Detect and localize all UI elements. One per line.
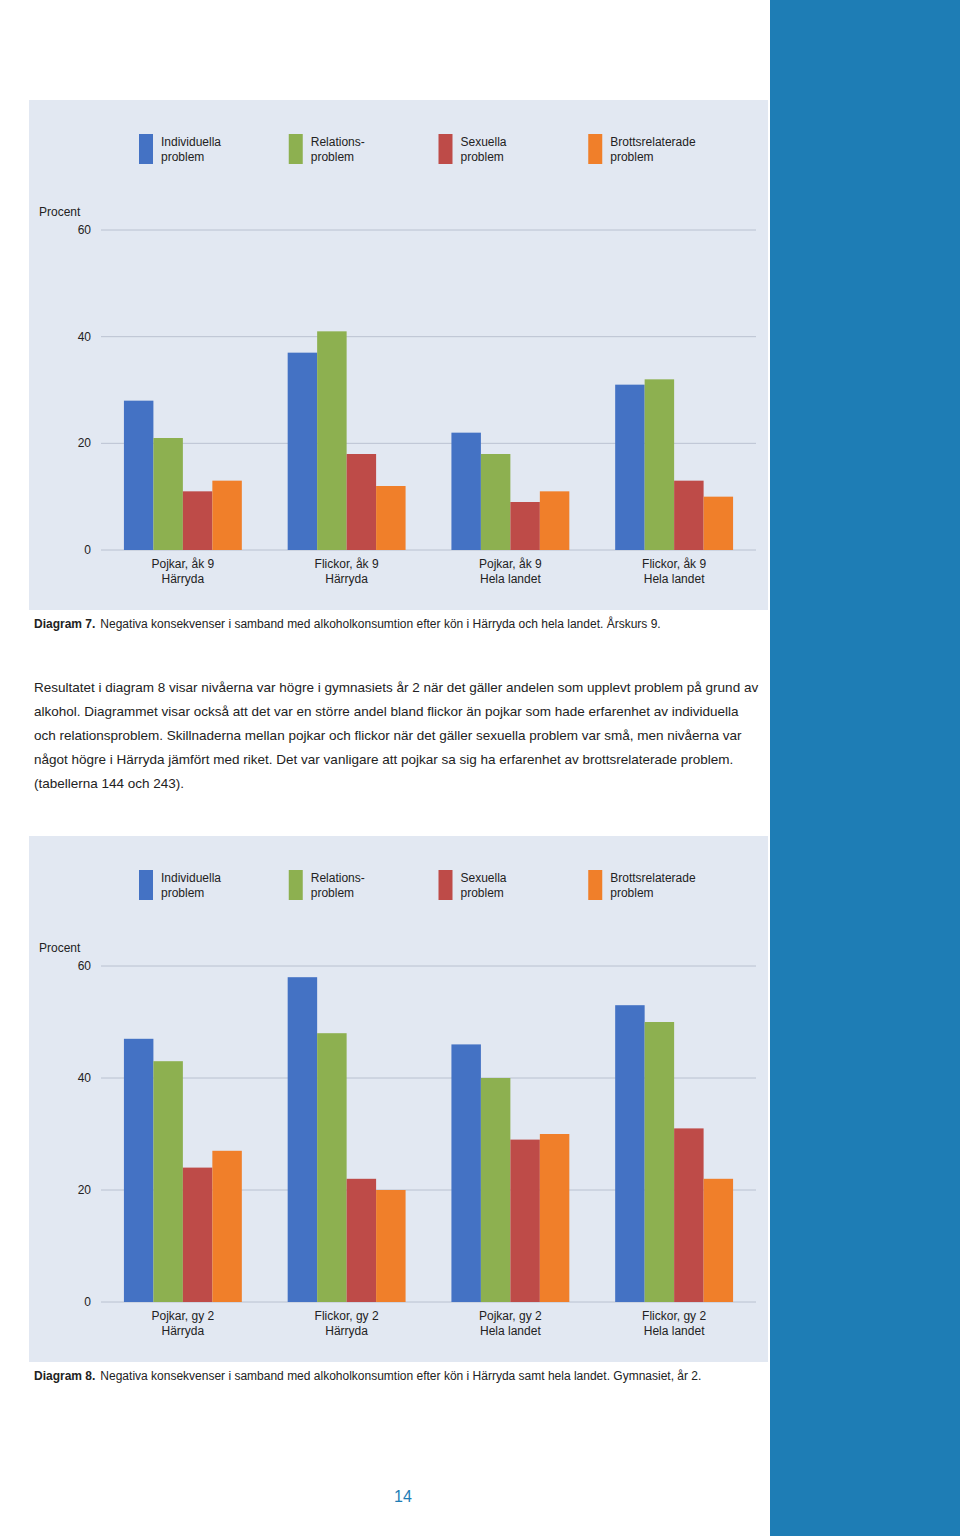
bar bbox=[153, 1061, 182, 1302]
y-axis-label: Procent bbox=[39, 941, 81, 955]
bar bbox=[510, 1140, 539, 1302]
y-tick-label: 60 bbox=[78, 223, 92, 237]
bar bbox=[645, 1022, 674, 1302]
bar-series bbox=[183, 454, 704, 550]
bar bbox=[510, 502, 539, 550]
legend-swatch bbox=[139, 134, 153, 164]
bar bbox=[376, 486, 405, 550]
y-grid bbox=[101, 230, 756, 550]
legend: Individuellaproblem Relations-problem Sexu… bbox=[139, 134, 696, 164]
x-tick-label: Flickor, åk 9Hela landet bbox=[642, 557, 706, 586]
sidebar bbox=[770, 0, 960, 1536]
bar bbox=[288, 353, 317, 550]
bar-series bbox=[153, 1022, 674, 1302]
legend-swatch bbox=[289, 870, 303, 900]
y-tick-label: 40 bbox=[78, 330, 92, 344]
legend-swatch bbox=[439, 134, 453, 164]
bar-series bbox=[124, 353, 645, 550]
bar bbox=[153, 438, 182, 550]
chart-svg: Individuellaproblem Relations-problem Sexu… bbox=[29, 836, 768, 1362]
bars bbox=[124, 331, 733, 550]
legend-swatch bbox=[588, 134, 602, 164]
grid-line bbox=[101, 230, 756, 231]
y-grid bbox=[101, 966, 756, 1302]
chart-panel: Individuellaproblem Relations-problem Sexu… bbox=[29, 836, 768, 1362]
legend-label: Individuellaproblem bbox=[161, 871, 221, 900]
caption: Diagram 8. Negativa konsekvenser i samban… bbox=[34, 1368, 763, 1384]
bar bbox=[540, 1134, 569, 1302]
bar bbox=[288, 977, 317, 1302]
chart-panel: Individuellaproblem Relations-problem Sexu… bbox=[29, 100, 768, 610]
bar bbox=[481, 454, 510, 550]
bar-series bbox=[124, 977, 645, 1302]
bar bbox=[347, 454, 376, 550]
bar bbox=[615, 1005, 644, 1302]
legend-label: Individuellaproblem bbox=[161, 135, 221, 164]
bar bbox=[645, 379, 674, 550]
caption-text: Negativa konsekvenser i samband med alko… bbox=[100, 617, 660, 631]
x-tick-label: Flickor, gy 2Härryda bbox=[315, 1309, 379, 1338]
bar bbox=[212, 1151, 241, 1302]
legend-label: Relations-problem bbox=[311, 871, 365, 900]
bar bbox=[183, 491, 212, 550]
caption-text: Negativa konsekvenser i samband med alko… bbox=[100, 1369, 701, 1383]
y-tick-label: 60 bbox=[78, 959, 92, 973]
bar bbox=[540, 491, 569, 550]
legend-swatch bbox=[289, 134, 303, 164]
bar bbox=[451, 433, 480, 550]
x-tick-label: Pojkar, åk 9Härryda bbox=[152, 557, 215, 586]
bar bbox=[376, 1190, 405, 1302]
x-tick-label: Pojkar, åk 9Hela landet bbox=[479, 557, 542, 586]
bar-series bbox=[212, 1134, 733, 1302]
bar bbox=[212, 481, 241, 550]
x-tick-label: Pojkar, gy 2Härryda bbox=[152, 1309, 215, 1338]
legend-swatch bbox=[588, 870, 602, 900]
body-text: Resultatet i diagram 8 visar nivåerna va… bbox=[34, 676, 762, 796]
y-tick-label: 0 bbox=[84, 543, 91, 557]
y-tick-label: 20 bbox=[78, 436, 92, 450]
bar-series bbox=[183, 1128, 704, 1302]
legend-swatch bbox=[439, 870, 453, 900]
y-tick-label: 20 bbox=[78, 1183, 92, 1197]
grid-line bbox=[101, 966, 756, 967]
y-tick-label: 40 bbox=[78, 1071, 92, 1085]
legend: Individuellaproblem Relations-problem Sexu… bbox=[139, 870, 696, 900]
legend-swatch bbox=[139, 870, 153, 900]
bar-series bbox=[212, 481, 733, 550]
bar bbox=[124, 1039, 153, 1302]
legend-label: Relations-problem bbox=[311, 135, 365, 164]
page-number: 14 bbox=[0, 1488, 806, 1506]
grid-line bbox=[101, 336, 756, 337]
caption-title: Diagram 8. bbox=[34, 1369, 95, 1383]
bar bbox=[704, 497, 733, 550]
bar bbox=[347, 1179, 376, 1302]
bar bbox=[317, 1033, 346, 1302]
bar-series bbox=[153, 331, 674, 550]
bar bbox=[674, 1128, 703, 1302]
x-tick-label: Flickor, åk 9Härryda bbox=[315, 557, 379, 586]
caption-title: Diagram 7. bbox=[34, 617, 95, 631]
chart-svg: Individuellaproblem Relations-problem Sexu… bbox=[29, 100, 768, 610]
bar bbox=[674, 481, 703, 550]
x-tick-label: Pojkar, gy 2Hela landet bbox=[479, 1309, 542, 1338]
bar bbox=[704, 1179, 733, 1302]
legend-label: Sexuellaproblem bbox=[461, 871, 507, 900]
bar bbox=[183, 1168, 212, 1302]
legend-label: Sexuellaproblem bbox=[461, 135, 507, 164]
bar bbox=[481, 1078, 510, 1302]
bars bbox=[124, 977, 733, 1302]
legend-label: Brottsrelateradeproblem bbox=[610, 135, 696, 164]
y-axis-label: Procent bbox=[39, 205, 81, 219]
bar bbox=[124, 401, 153, 550]
bar bbox=[615, 385, 644, 550]
y-tick-label: 0 bbox=[84, 1295, 91, 1309]
caption: Diagram 7. Negativa konsekvenser i samban… bbox=[34, 616, 763, 632]
legend-label: Brottsrelateradeproblem bbox=[610, 871, 696, 900]
x-tick-label: Flickor, gy 2Hela landet bbox=[642, 1309, 706, 1338]
bar bbox=[451, 1044, 480, 1302]
bar bbox=[317, 331, 346, 550]
